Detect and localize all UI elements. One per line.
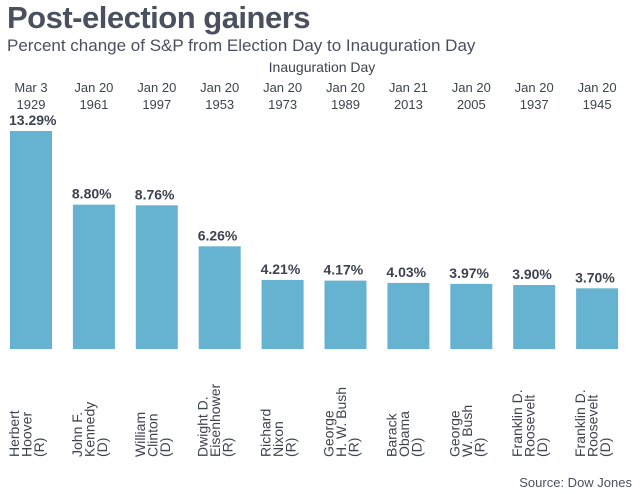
- value-label: 8.80%: [72, 186, 112, 202]
- bar: [576, 288, 619, 349]
- chart-subtitle: Percent change of S&P from Election Day …: [7, 36, 476, 55]
- value-label: 8.76%: [135, 186, 175, 202]
- bar: [513, 285, 556, 349]
- bar: [324, 280, 367, 349]
- year-label: 2005: [457, 97, 486, 112]
- category-label: (R): [471, 438, 487, 457]
- value-label: 4.17%: [324, 262, 364, 278]
- year-label: 1929: [17, 97, 46, 112]
- category-label: Herbert: [6, 410, 22, 457]
- year-label: 1989: [331, 97, 360, 112]
- source-note: Source: Dow Jones: [519, 475, 632, 490]
- year-label: 1945: [583, 97, 612, 112]
- bar: [10, 131, 52, 349]
- year-label: 1973: [268, 97, 297, 112]
- year-label: 1953: [205, 97, 234, 112]
- category-label: George: [446, 410, 462, 457]
- value-label: 6.26%: [198, 227, 238, 243]
- bar: [135, 205, 178, 349]
- category-label: Nixon: [270, 421, 286, 457]
- category-label: Dwight D.: [195, 396, 211, 457]
- bar: [387, 282, 430, 349]
- category-label: John F.: [69, 412, 85, 457]
- category-label: Barack: [383, 412, 399, 457]
- year-label: 1937: [520, 97, 549, 112]
- year-label: 2013: [394, 97, 423, 112]
- date-label: Jan 20: [452, 80, 491, 95]
- category-label: (D): [94, 438, 110, 457]
- category-label: (D): [597, 438, 613, 457]
- date-label: Jan 20: [515, 80, 554, 95]
- date-label: Jan 20: [326, 80, 365, 95]
- category-label: George: [321, 410, 337, 457]
- category-label: (D): [157, 438, 173, 457]
- value-label: 13.29%: [9, 112, 57, 128]
- category-label: Richard: [258, 409, 274, 457]
- category-label: (R): [283, 438, 299, 457]
- date-label: Jan 20: [74, 80, 113, 95]
- category-label: (D): [534, 438, 550, 457]
- bar: [198, 246, 241, 349]
- bar: [450, 283, 493, 349]
- category-label: (D): [408, 438, 424, 457]
- category-label: Eisenhower: [207, 384, 223, 457]
- category-label: William: [132, 412, 148, 457]
- chart-title: Post-election gainers: [7, 0, 311, 35]
- category-label: H. W. Bush: [333, 387, 349, 457]
- category-label: Clinton: [144, 413, 160, 457]
- date-label: Jan 20: [200, 80, 239, 95]
- bar: [261, 279, 304, 349]
- year-label: 1997: [142, 97, 171, 112]
- top-axis-label: Inauguration Day: [269, 59, 376, 75]
- value-label: 3.97%: [449, 265, 489, 281]
- category-label: W. Bush: [459, 405, 475, 457]
- category-label: Hoover: [19, 412, 35, 457]
- category-label: Franklin D.: [572, 389, 588, 457]
- value-label: 3.70%: [575, 269, 615, 285]
- category-label: Kennedy: [81, 402, 97, 457]
- value-label: 4.03%: [386, 264, 426, 280]
- category-label: Roosevelt: [522, 395, 538, 457]
- value-label: 3.90%: [512, 266, 552, 282]
- date-label: Jan 20: [137, 80, 176, 95]
- category-label: Roosevelt: [585, 395, 601, 457]
- category-label: (R): [220, 438, 236, 457]
- category-label: (R): [346, 438, 362, 457]
- date-label: Mar 3: [14, 80, 47, 95]
- category-label: Obama: [396, 411, 412, 457]
- category-label: Franklin D.: [509, 389, 525, 457]
- value-label: 4.21%: [261, 261, 301, 277]
- year-label: 1961: [79, 97, 108, 112]
- date-label: Jan 21: [389, 80, 428, 95]
- bar: [72, 204, 115, 349]
- date-label: Jan 20: [263, 80, 302, 95]
- category-label: (R): [31, 438, 47, 457]
- date-label: Jan 20: [578, 80, 617, 95]
